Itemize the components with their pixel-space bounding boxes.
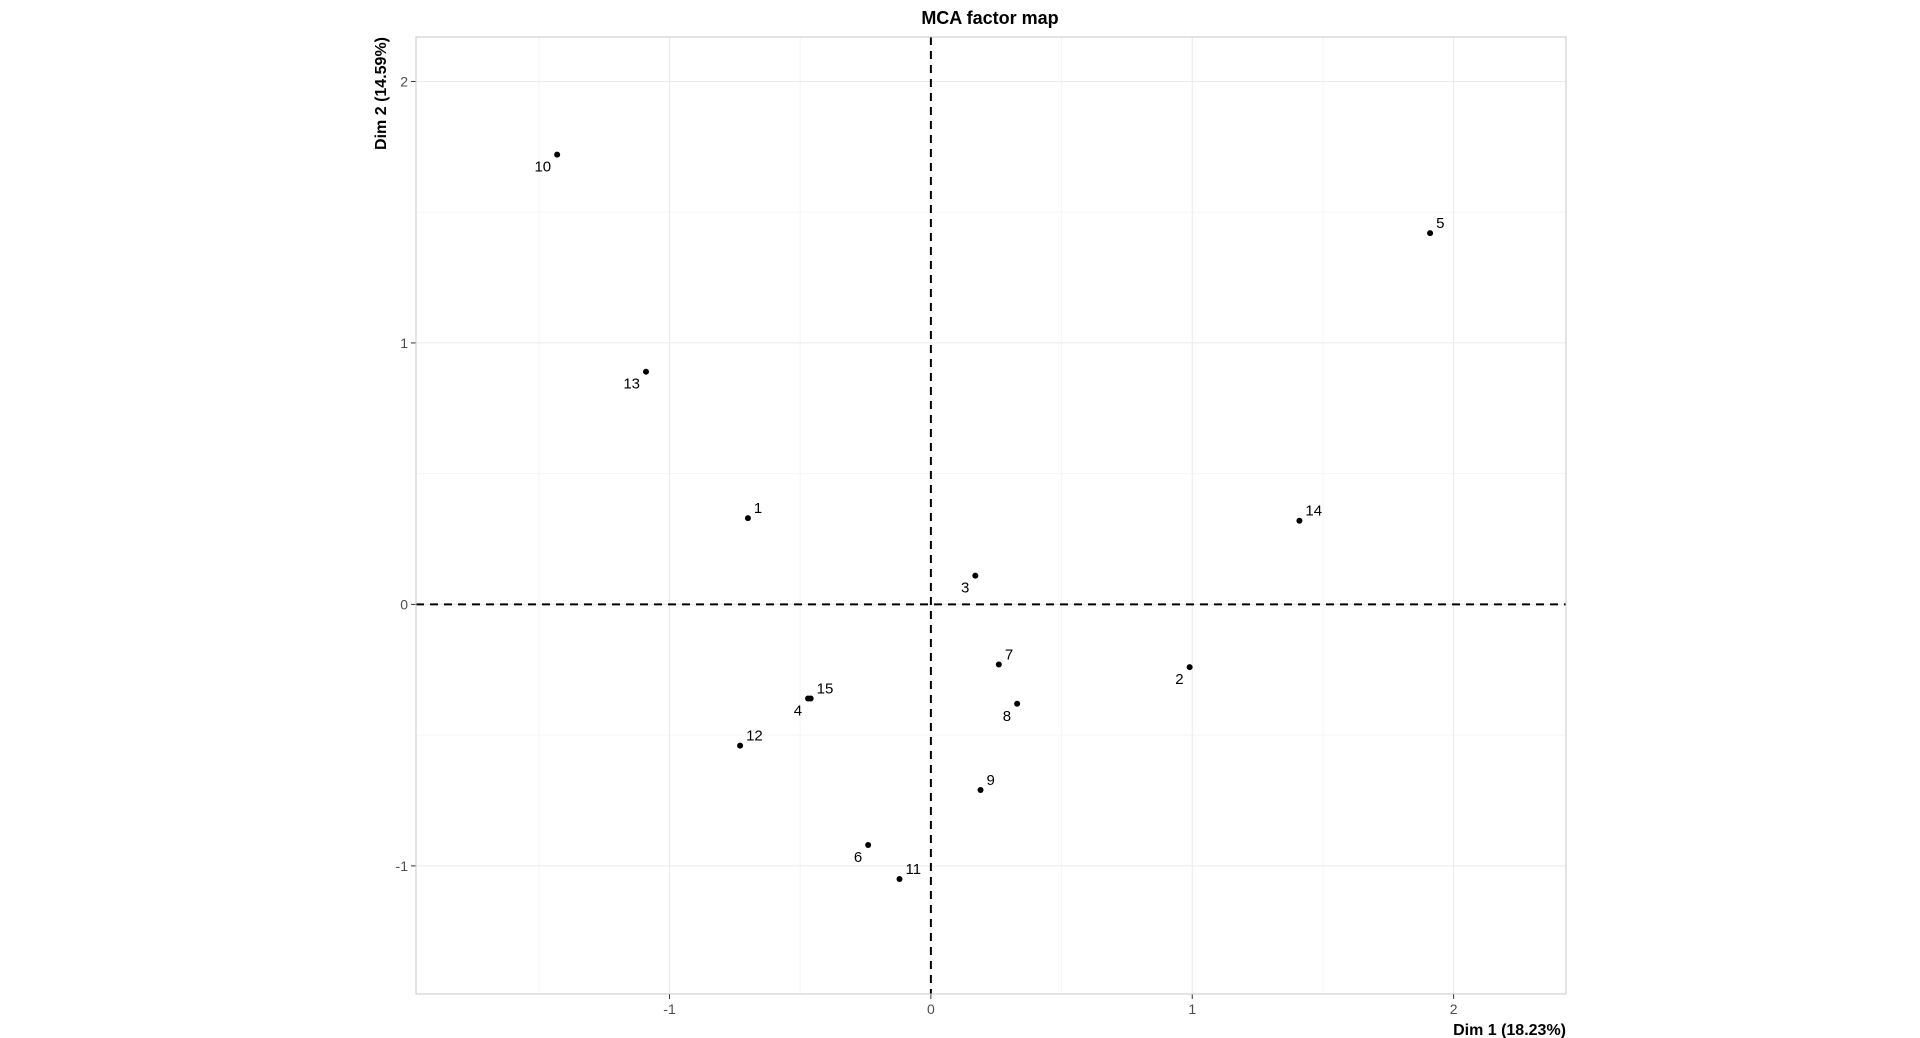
x-tick-label: 0 (927, 1001, 935, 1017)
x-axis-title: Dim 1 (18.23%) (1453, 1022, 1566, 1038)
y-axis-title: Dim 2 (14.59%) (373, 37, 390, 150)
point-label-4: 4 (794, 703, 802, 720)
point-label-2: 2 (1175, 671, 1183, 688)
chart-title: MCA factor map (921, 8, 1058, 28)
point-label-3: 3 (961, 580, 969, 597)
data-point-3 (972, 572, 979, 579)
point-label-5: 5 (1436, 215, 1444, 232)
data-point-13 (643, 368, 649, 375)
point-label-8: 8 (1003, 708, 1011, 725)
panel-border (415, 36, 1567, 995)
y-tick-label: 2 (400, 73, 408, 89)
point-label-1: 1 (754, 500, 762, 517)
point-label-9: 9 (987, 772, 995, 789)
x-tick-label: 2 (1450, 1001, 1458, 1017)
data-point-10 (554, 151, 561, 158)
data-point-14 (1296, 517, 1303, 524)
data-point-12 (737, 742, 744, 749)
data-point-6 (865, 841, 872, 848)
point-label-13: 13 (623, 376, 640, 393)
y-tick-label: 1 (400, 335, 408, 351)
point-label-10: 10 (534, 159, 551, 176)
point-label-11: 11 (906, 861, 922, 878)
point-label-7: 7 (1005, 647, 1013, 664)
data-point-7 (995, 661, 1002, 668)
reference-lines (416, 37, 1566, 994)
y-tick-label: -1 (396, 858, 409, 874)
data-point-1 (744, 515, 751, 522)
point-label-15: 15 (817, 681, 834, 698)
y-tick-label: 0 (400, 596, 408, 612)
point-label-6: 6 (854, 849, 862, 866)
data-point-5 (1427, 230, 1434, 237)
data-point-15 (807, 695, 814, 702)
x-tick-label: 1 (1188, 1001, 1196, 1017)
x-tick-label: -1 (663, 1001, 676, 1017)
point-label-12: 12 (746, 728, 763, 745)
data-point-8 (1014, 700, 1021, 707)
data-point-2 (1186, 664, 1193, 671)
data-point-9 (977, 787, 984, 794)
data-point-11 (896, 875, 903, 882)
point-label-14: 14 (1305, 503, 1322, 520)
